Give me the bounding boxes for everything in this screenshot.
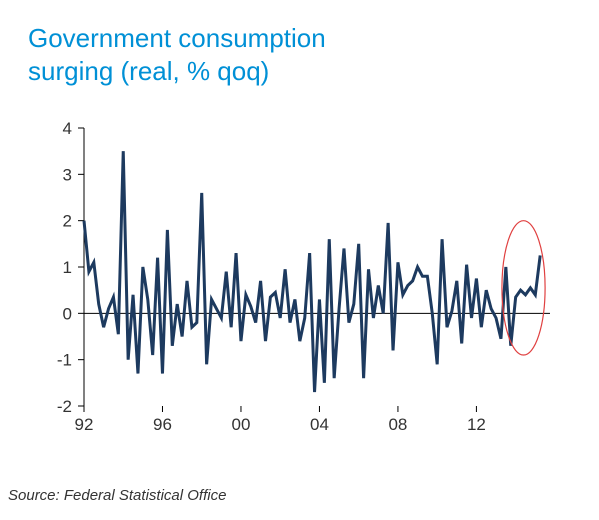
x-tick-label: 92 — [75, 415, 94, 434]
chart-container: Government consumption surging (real, % … — [0, 0, 599, 520]
x-tick-label: 96 — [153, 415, 172, 434]
chart-title-line2: surging (real, % qoq) — [28, 55, 326, 88]
x-tick-label: 08 — [388, 415, 407, 434]
y-tick-label: 0 — [63, 304, 72, 323]
chart-source: Source: Federal Statistical Office — [8, 487, 226, 504]
x-tick-label: 12 — [467, 415, 486, 434]
y-tick-label: -1 — [57, 351, 72, 370]
y-tick-label: 4 — [63, 120, 72, 138]
y-tick-label: 1 — [63, 258, 72, 277]
y-tick-label: 2 — [63, 212, 72, 231]
chart-plot-area: -2-101234929600040812 — [40, 120, 560, 440]
chart-svg: -2-101234929600040812 — [40, 120, 560, 440]
x-tick-label: 00 — [232, 415, 251, 434]
chart-title: Government consumption surging (real, % … — [28, 22, 326, 87]
x-tick-label: 04 — [310, 415, 329, 434]
data-line — [84, 151, 540, 392]
y-tick-label: 3 — [63, 165, 72, 184]
chart-title-line1: Government consumption — [28, 22, 326, 55]
y-tick-label: -2 — [57, 397, 72, 416]
